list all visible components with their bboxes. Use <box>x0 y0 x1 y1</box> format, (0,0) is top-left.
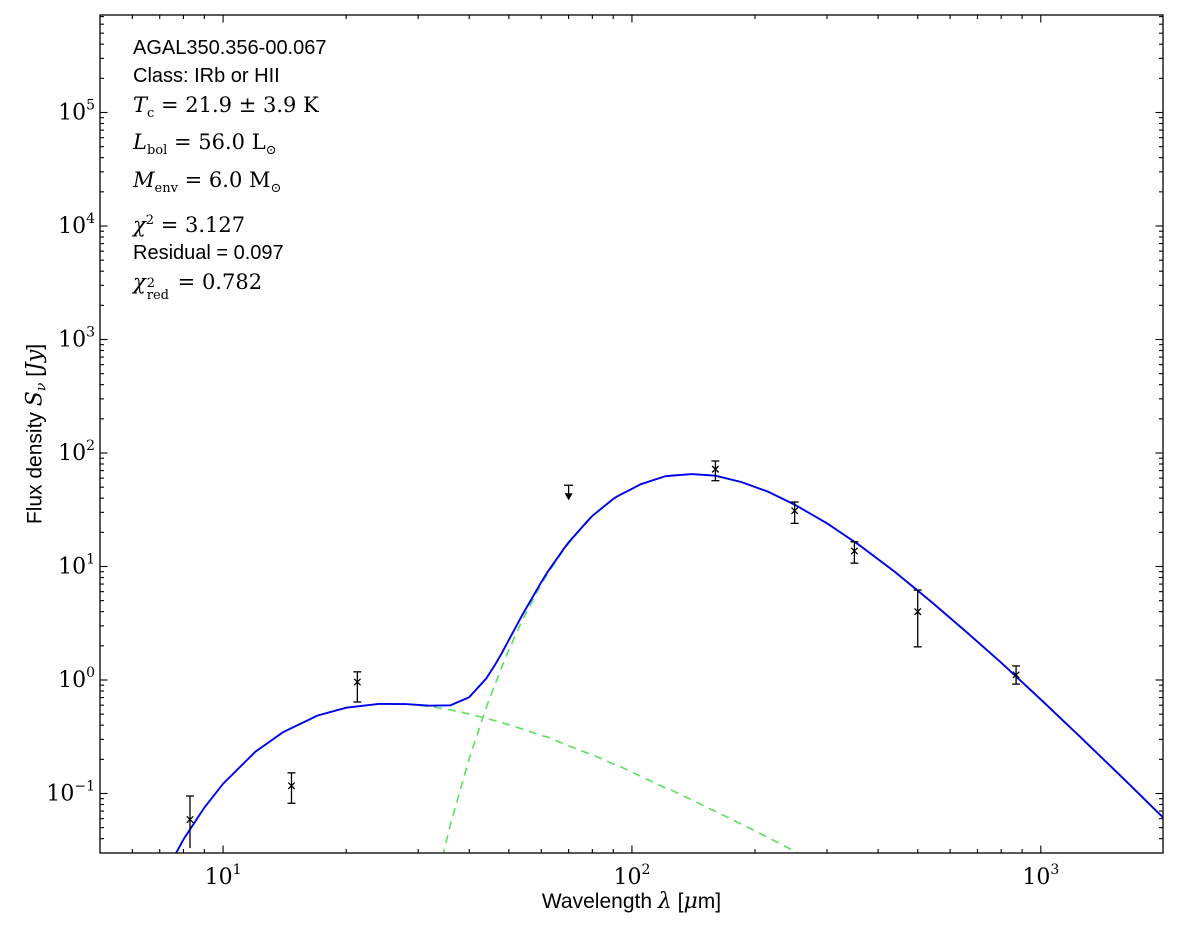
mu-symbol: μ <box>683 889 698 914</box>
chired-value: = 0.782 <box>171 269 263 294</box>
chired-scripts: 2 red <box>146 275 169 304</box>
lsun-unit: L <box>251 130 266 155</box>
y-tick-label: 102 <box>58 438 95 466</box>
total-fit-curve <box>175 473 1163 853</box>
y-tick-label: 101 <box>58 551 95 579</box>
upper-limit-marker <box>564 484 574 501</box>
x-axis-label: Wavelength λ [μm] <box>100 889 1163 914</box>
annotation-block: AGAL350.356-00.067 Class: IRb or HII Tc … <box>133 34 327 303</box>
chi-symbol: χ <box>133 213 146 238</box>
lsun-subscript: ⊙ <box>265 143 277 159</box>
x-marker <box>711 465 720 473</box>
y-tick-label: 104 <box>58 211 95 239</box>
y-tick-labels: 10−1 100 101 102 103 104 105 <box>46 98 95 807</box>
x-marker <box>1012 671 1020 679</box>
x-marker <box>287 782 296 790</box>
chi2red-line: χ 2 red = 0.782 <box>133 268 327 303</box>
y-axis-label-text: Flux density <box>23 406 47 525</box>
lbol-value: = 56.0 <box>167 130 252 155</box>
x-marker <box>850 547 859 555</box>
y-axis-label: Flux density Sν [Jy] <box>23 344 50 524</box>
source-name: AGAL350.356-00.067 <box>133 37 327 59</box>
lbol-subscript: bol <box>146 143 168 159</box>
y-tick-label: 100 <box>58 665 95 693</box>
chired-subscript: red <box>146 288 169 304</box>
msun-subscript: ⊙ <box>270 180 282 196</box>
x-tick-label: 101 <box>205 862 242 890</box>
class-line: Class: IRb or HII <box>133 65 280 88</box>
x-marker <box>186 815 194 824</box>
chired-exponent: 2 <box>146 275 156 291</box>
data-point <box>287 772 296 804</box>
nu-subscript: ν <box>33 382 50 392</box>
y-tick-label: 10−1 <box>46 778 95 806</box>
data-point <box>1012 665 1021 685</box>
data-point <box>913 589 922 648</box>
model-curves <box>175 473 1163 853</box>
flux-symbol: S <box>22 391 48 407</box>
jy-unit: Jy <box>22 349 48 371</box>
data-point <box>850 541 859 564</box>
data-points <box>185 460 1021 849</box>
lambda-symbol: λ <box>657 889 672 914</box>
x-marker <box>353 678 362 686</box>
y-unit-open: [ <box>23 370 47 383</box>
msun-unit: M <box>249 167 271 192</box>
x-marker <box>790 507 799 515</box>
menv-symbol: M <box>133 167 155 192</box>
y-unit-close: ] <box>23 343 47 350</box>
dust-temperature-line: Tc = 21.9 ± 3.9 K <box>133 91 327 128</box>
y-tick-label: 105 <box>58 98 95 126</box>
data-point <box>790 501 799 524</box>
chi2-value: = 3.127 <box>154 213 246 238</box>
y-tick-label: 103 <box>58 325 95 353</box>
plot-frame <box>99 14 1164 854</box>
x-unit-close: m] <box>697 890 722 913</box>
tc-value: = 21.9 ± 3.9 K <box>154 92 319 117</box>
tc-symbol: T <box>133 92 148 117</box>
x-unit-open: [ <box>671 890 684 913</box>
axis-ticks <box>100 15 1163 853</box>
chi2-line: χ2 = 3.127 <box>133 207 327 239</box>
lbol-line: Lbol = 56.0 L⊙ <box>133 128 327 165</box>
x-marker <box>914 608 922 616</box>
data-point <box>711 460 720 482</box>
menv-value: = 6.0 <box>177 167 249 192</box>
chi2-exponent: 2 <box>145 213 155 229</box>
tc-subscript: c <box>147 105 155 121</box>
menv-subscript: env <box>154 180 178 196</box>
data-point <box>185 795 194 849</box>
residual-line: Residual = 0.097 <box>133 242 284 265</box>
x-tick-label: 102 <box>613 862 650 890</box>
x-axis-label-text: Wavelength <box>541 890 658 913</box>
lbol-symbol: L <box>133 130 147 155</box>
chired-symbol: χ <box>133 269 146 294</box>
menv-line: Menv = 6.0 M⊙ <box>133 166 327 203</box>
data-point <box>353 671 362 703</box>
x-tick-label: 103 <box>1022 862 1059 890</box>
down-arrow-icon <box>564 493 573 501</box>
x-tick-labels: 101 102 103 <box>205 862 1060 890</box>
